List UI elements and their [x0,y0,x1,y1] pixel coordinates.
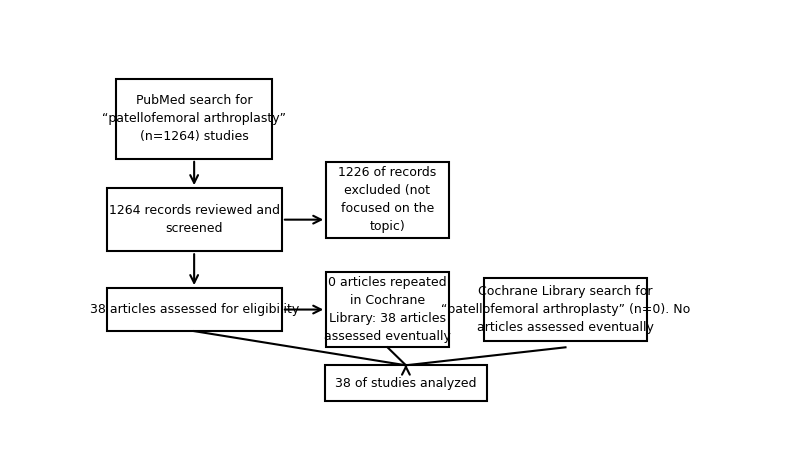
FancyBboxPatch shape [326,272,449,347]
Text: PubMed search for
“patellofemoral arthroplasty”
(n=1264) studies: PubMed search for “patellofemoral arthro… [102,94,286,143]
Text: 1226 of records
excluded (not
focused on the
topic): 1226 of records excluded (not focused on… [338,166,436,234]
Text: 38 articles assessed for eligibility: 38 articles assessed for eligibility [89,303,299,316]
FancyBboxPatch shape [107,188,282,251]
FancyBboxPatch shape [107,288,282,331]
Text: 0 articles repeated
in Cochrane
Library: 38 articles
assessed eventually: 0 articles repeated in Cochrane Library:… [324,276,451,343]
FancyBboxPatch shape [484,278,647,341]
Text: 38 of studies analyzed: 38 of studies analyzed [335,377,477,390]
FancyBboxPatch shape [326,162,449,238]
FancyBboxPatch shape [325,365,487,401]
FancyBboxPatch shape [116,79,272,158]
Text: Cochrane Library search for
“patellofemoral arthroplasty” (n=0). No
articles ass: Cochrane Library search for “patellofemo… [441,285,690,334]
Text: 1264 records reviewed and
screened: 1264 records reviewed and screened [109,204,280,235]
